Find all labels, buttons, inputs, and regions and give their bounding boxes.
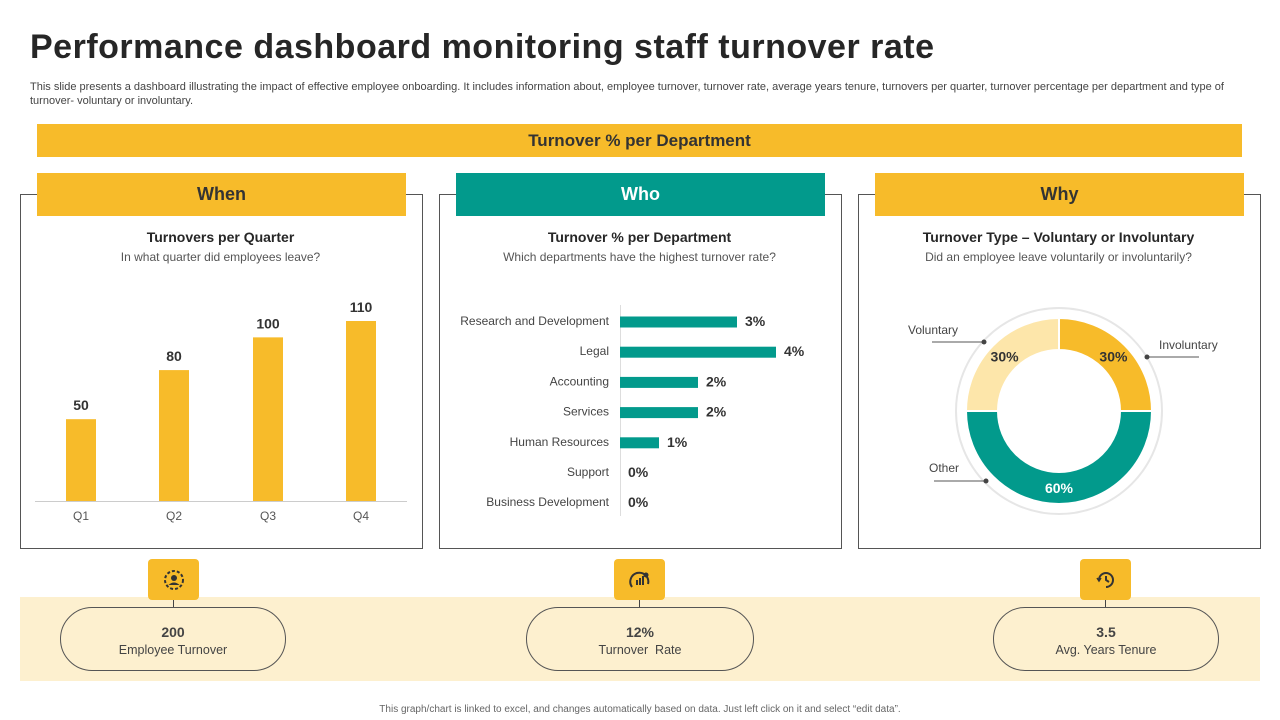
data-label: 3% bbox=[745, 313, 766, 329]
bar-department bbox=[620, 346, 776, 358]
kpi-label: Avg. Years Tenure bbox=[1055, 643, 1157, 657]
data-label: 110 bbox=[350, 299, 373, 315]
turnover-type-donut-chart: 30% 60% 30% Involuntary Other Voluntary bbox=[908, 307, 1218, 515]
category-label: Support bbox=[567, 465, 610, 479]
bar-q1 bbox=[66, 419, 96, 501]
data-label: 0% bbox=[628, 494, 649, 510]
top-banner: Turnover % per Department bbox=[37, 124, 1242, 157]
tick-label: Q1 bbox=[73, 509, 89, 523]
category-label: Legal bbox=[580, 344, 609, 358]
legend-label: Involuntary bbox=[1159, 338, 1218, 352]
slice-label: 30% bbox=[991, 349, 1020, 365]
slice-other bbox=[964, 410, 1154, 505]
data-label: 100 bbox=[256, 315, 280, 331]
bar-department bbox=[620, 376, 698, 388]
bar-department bbox=[620, 407, 698, 419]
kpi-value: 3.5 bbox=[1096, 624, 1116, 640]
why-panel bbox=[858, 194, 1261, 549]
quarter-bar-chart: 50 Q1 80 Q2 100 Q3 110 Q4 bbox=[35, 299, 407, 523]
who-panel bbox=[439, 194, 842, 549]
department-bar-chart: Research and Development 3% Legal 4% Account… bbox=[460, 305, 805, 516]
people-gear-icon bbox=[148, 559, 199, 600]
slice-label: 30% bbox=[1099, 349, 1128, 365]
kpi-connector bbox=[1105, 600, 1106, 608]
tick-label: Q2 bbox=[166, 509, 182, 523]
kpi-value: 12% bbox=[625, 624, 655, 640]
why-chart-title: Turnover Type – Voluntary or Involuntary bbox=[922, 229, 1195, 245]
footer-note: This graph/chart is linked to excel, and… bbox=[379, 704, 901, 715]
chart-growth-icon bbox=[614, 559, 665, 600]
bar-q3 bbox=[253, 337, 283, 501]
category-label: Human Resources bbox=[510, 435, 609, 449]
kpi-label: Employee Turnover bbox=[118, 643, 228, 657]
when-header: When bbox=[37, 173, 406, 216]
legend-label: Other bbox=[929, 461, 959, 475]
why-chart-subtitle: Did an employee leave voluntarily or inv… bbox=[925, 250, 1192, 264]
legend-label: Voluntary bbox=[908, 323, 958, 337]
bar-q4 bbox=[346, 321, 376, 501]
kpi-avg-years-tenure: 3.5 Avg. Years Tenure bbox=[993, 607, 1219, 671]
data-label: 4% bbox=[784, 343, 805, 359]
clock-cycle-icon bbox=[1080, 559, 1131, 600]
callout-dot bbox=[983, 478, 989, 484]
when-chart-subtitle: In what quarter did employees leave? bbox=[120, 250, 321, 264]
data-label: 80 bbox=[166, 348, 182, 364]
category-label: Research and Development bbox=[460, 314, 609, 328]
why-header: Why bbox=[875, 173, 1244, 216]
data-label: 50 bbox=[73, 397, 89, 413]
category-label: Services bbox=[563, 405, 609, 419]
callout-dot bbox=[1144, 354, 1150, 360]
category-label: Accounting bbox=[550, 374, 609, 388]
donut-outer-ring bbox=[955, 307, 1163, 515]
tick-label: Q3 bbox=[260, 509, 276, 523]
slice-voluntary bbox=[964, 316, 1060, 412]
kpi-employee-turnover: 200 Employee Turnover bbox=[60, 607, 286, 671]
when-chart-title: Turnovers per Quarter bbox=[146, 229, 295, 245]
kpi-label: Turnover Rate bbox=[598, 643, 682, 657]
tick-label: Q4 bbox=[353, 509, 369, 523]
callout-dot bbox=[981, 339, 987, 345]
bar-department bbox=[620, 316, 737, 328]
category-label: Business Development bbox=[486, 495, 609, 509]
who-chart-subtitle: Which departments have the highest turno… bbox=[503, 250, 776, 264]
data-label: 0% bbox=[628, 464, 649, 480]
page-description: This slide presents a dashboard illustra… bbox=[30, 81, 1224, 107]
who-header: Who bbox=[456, 173, 825, 216]
data-label: 2% bbox=[706, 404, 727, 420]
kpi-connector bbox=[173, 600, 174, 608]
data-label: 1% bbox=[667, 434, 688, 450]
page-title: Performance dashboard monitoring staff t… bbox=[30, 28, 935, 66]
data-label: 2% bbox=[706, 373, 727, 389]
slice-label: 60% bbox=[1045, 480, 1074, 496]
bar-department bbox=[620, 437, 659, 449]
bar-q2 bbox=[159, 370, 189, 501]
who-chart-title: Turnover % per Department bbox=[547, 229, 732, 245]
kpi-connector bbox=[639, 600, 640, 608]
kpi-value: 200 bbox=[161, 624, 185, 640]
kpi-turnover-rate: 12% Turnover Rate bbox=[526, 607, 754, 671]
